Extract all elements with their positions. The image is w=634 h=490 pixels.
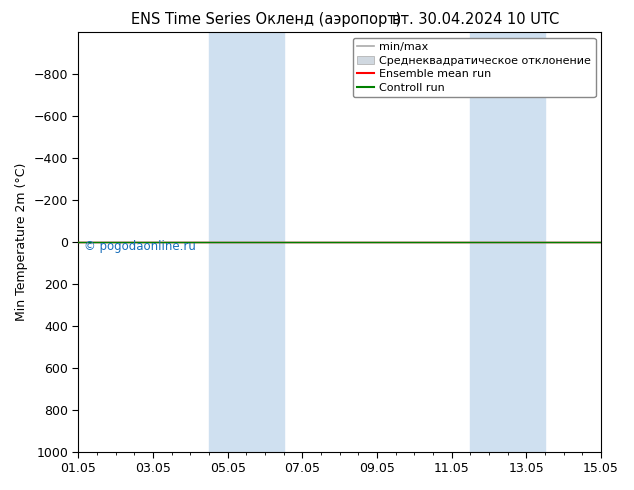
Bar [209,32,284,452]
Y-axis label: Min Temperature 2m (°C): Min Temperature 2m (°C) [15,163,28,321]
Bar [470,32,545,452]
Text: вт. 30.04.2024 10 UTC: вт. 30.04.2024 10 UTC [392,12,559,27]
Legend: min/max, Среднеквадратическое отклонение, Ensemble mean run, Controll run: min/max, Среднеквадратическое отклонение… [353,38,595,97]
Text: ENS Time Series Окленд (аэропорт): ENS Time Series Окленд (аэропорт) [131,12,401,27]
Text: © pogodaonline.ru: © pogodaonline.ru [84,240,195,253]
